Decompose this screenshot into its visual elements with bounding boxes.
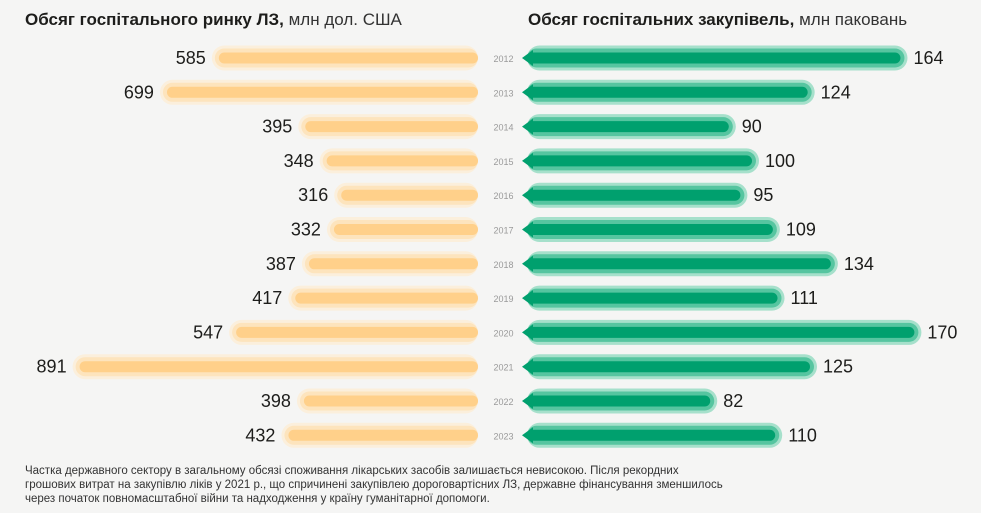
right-value-label: 110: [788, 425, 817, 445]
right-value-label: 170: [927, 322, 957, 342]
left-value-label: 891: [37, 357, 67, 377]
left-value-label: 332: [291, 220, 321, 240]
left-bar-2019: [288, 285, 478, 311]
right-bar-2012: [522, 45, 908, 71]
left-bar-2014: [298, 114, 478, 140]
right-title-unit: млн паковань: [794, 10, 908, 29]
left-chart-title: Обсяг госпітального ринку ЛЗ, млн дол. С…: [25, 10, 402, 30]
left-bar-2015: [319, 148, 478, 174]
left-value-label: 432: [245, 425, 275, 445]
left-bar-2016: [334, 182, 478, 208]
left-value-label: 585: [176, 48, 206, 68]
left-bar-2022: [296, 388, 478, 414]
year-label: 2022: [493, 397, 513, 407]
left-title-unit: млн дол. США: [283, 10, 402, 29]
year-label: 2014: [493, 123, 513, 133]
left-value-label: 387: [266, 254, 296, 274]
year-label: 2017: [493, 226, 513, 236]
year-label: 2012: [493, 54, 513, 64]
left-value-label: 395: [262, 117, 292, 137]
left-value-label: 547: [193, 322, 223, 342]
footnote: Частка державного сектору в загальному о…: [25, 465, 723, 505]
right-bar-2013: [522, 79, 815, 105]
left-bar-2021: [72, 354, 478, 380]
year-label: 2015: [493, 157, 513, 167]
right-bar-2022: [522, 388, 718, 414]
left-value-label: 348: [284, 151, 314, 171]
year-label: 2023: [493, 431, 513, 441]
butterfly-bar-chart: 585 2012 164 699 2013 124 395 2014 90 348 2015 100 3…: [37, 45, 957, 448]
right-bar-2014: [522, 114, 736, 140]
left-value-label: 316: [298, 185, 328, 205]
right-bar-2017: [522, 217, 780, 242]
right-value-label: 164: [913, 48, 943, 68]
year-label: 2019: [493, 294, 513, 304]
left-title-bold: Обсяг госпітального ринку ЛЗ,: [25, 10, 284, 29]
right-value-label: 95: [753, 185, 773, 205]
right-chart-title: Обсяг госпітальних закупівель, млн паков…: [528, 10, 907, 30]
right-bar-2023: [522, 422, 783, 448]
right-value-label: 109: [786, 220, 816, 240]
right-value-label: 124: [821, 82, 851, 102]
year-label: 2021: [493, 363, 513, 373]
right-bar-2021: [522, 354, 817, 380]
right-bar-2016: [522, 182, 748, 208]
left-value-label: 398: [261, 391, 291, 411]
left-bar-2018: [301, 251, 478, 277]
left-value-label: 417: [252, 288, 282, 308]
right-bar-2020: [522, 319, 922, 345]
year-label: 2020: [493, 328, 513, 338]
year-label: 2013: [493, 88, 513, 98]
right-value-label: 90: [742, 117, 762, 137]
right-value-label: 125: [823, 357, 853, 377]
right-bar-2015: [522, 148, 759, 174]
right-bar-2018: [522, 251, 838, 277]
right-value-label: 111: [791, 288, 818, 308]
right-value-label: 82: [723, 391, 743, 411]
left-bar-2012: [211, 45, 478, 71]
left-bar-2023: [281, 422, 478, 448]
left-bar-2020: [229, 319, 478, 345]
left-bar-2013: [159, 79, 478, 105]
year-label: 2016: [493, 191, 513, 201]
year-label: 2018: [493, 260, 513, 270]
right-bar-2019: [522, 285, 785, 311]
left-value-label: 699: [124, 82, 154, 102]
right-value-label: 134: [844, 254, 874, 274]
left-bar-2017: [326, 217, 478, 242]
right-value-label: 100: [765, 151, 795, 171]
right-title-bold: Обсяг госпітальних закупівель,: [528, 10, 795, 29]
